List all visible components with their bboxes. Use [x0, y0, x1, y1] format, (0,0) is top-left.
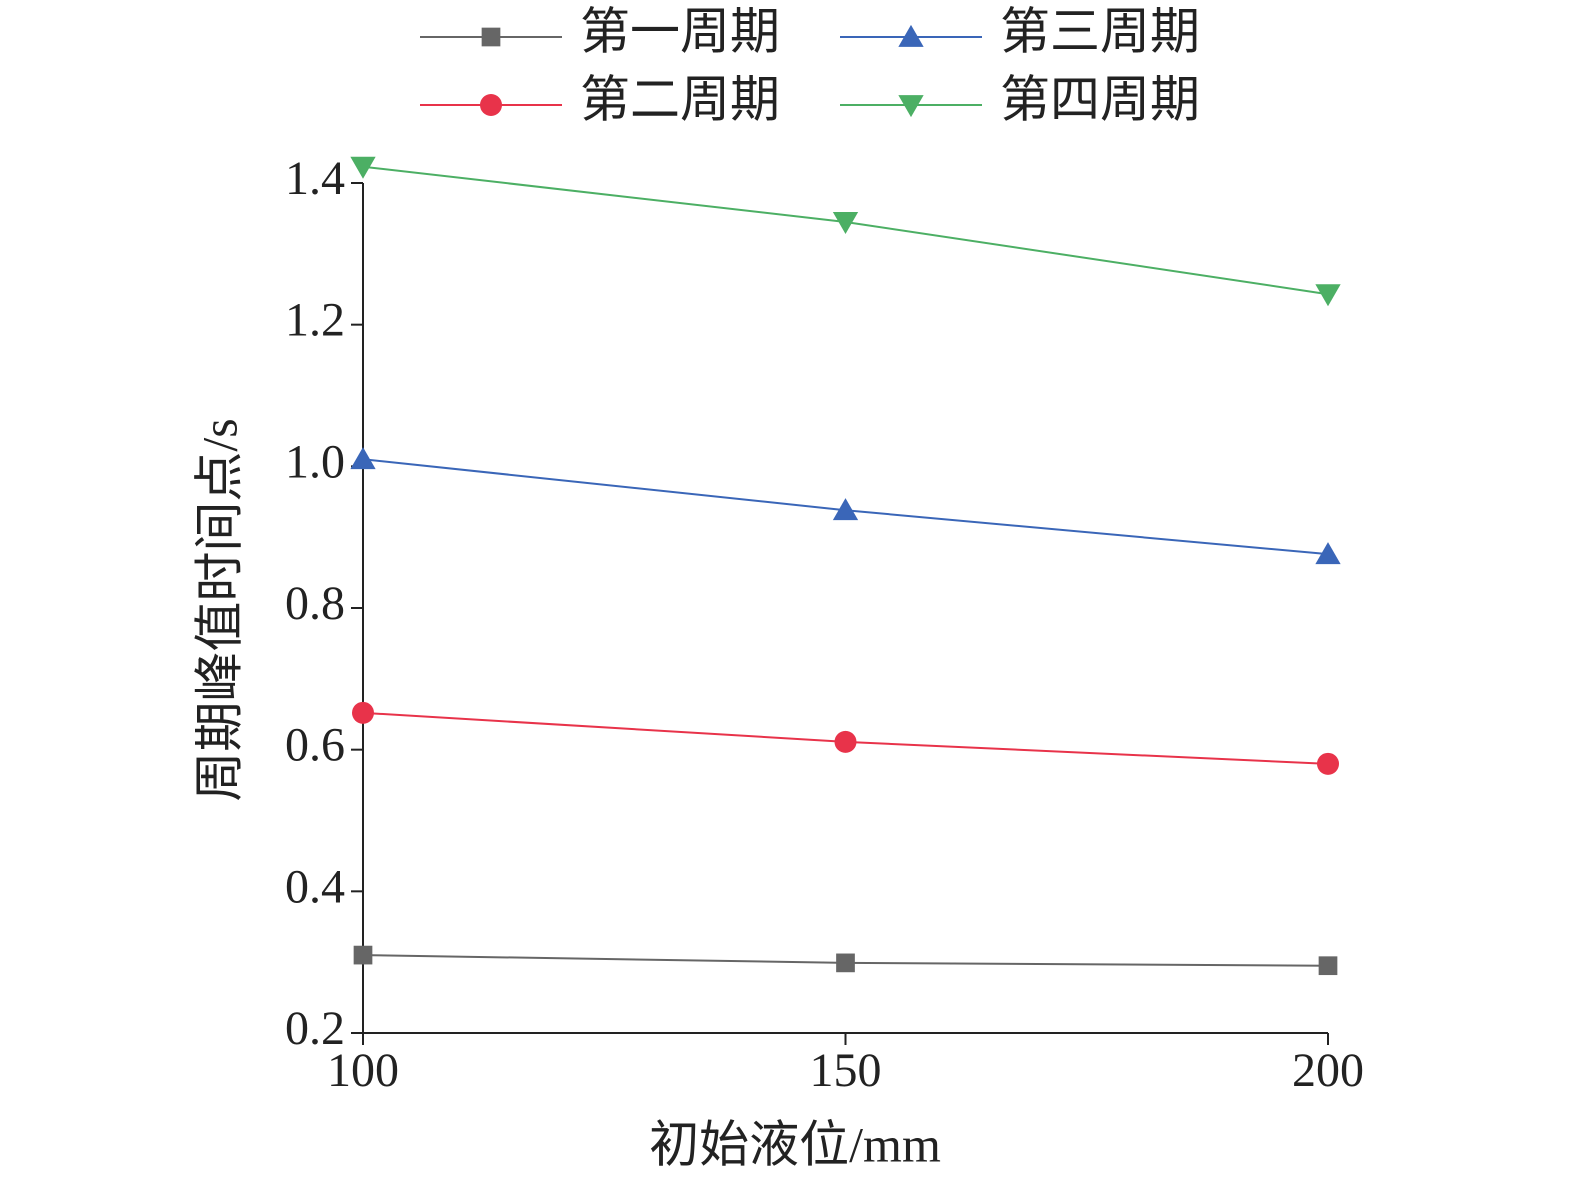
- legend-label: 第四周期: [1000, 71, 1200, 127]
- y-tick-label: 1.2: [285, 294, 345, 347]
- marker: [832, 498, 859, 521]
- y-axis-label: 周期峰值时间点/s: [191, 418, 247, 801]
- legend-label: 第一周期: [580, 3, 780, 59]
- legend-label: 第二周期: [580, 71, 780, 127]
- y-tick-label: 0.4: [285, 860, 345, 913]
- marker: [1315, 542, 1341, 565]
- marker: [481, 27, 501, 47]
- legend-label: 第三周期: [1000, 3, 1200, 59]
- x-axis-label: 初始液位/mm: [649, 1116, 941, 1172]
- marker: [350, 447, 376, 470]
- x-tick-label: 200: [1292, 1044, 1364, 1097]
- marker: [1318, 956, 1338, 976]
- y-tick-label: 1.0: [285, 435, 345, 488]
- y-tick-label: 1.4: [285, 152, 345, 205]
- x-tick-label: 150: [810, 1044, 882, 1097]
- marker: [1317, 752, 1339, 775]
- marker: [353, 945, 373, 965]
- x-tick-label: 100: [327, 1044, 399, 1097]
- marker: [836, 953, 855, 973]
- marker: [352, 701, 374, 724]
- marker: [1315, 284, 1341, 307]
- marker: [350, 156, 376, 179]
- marker: [834, 730, 857, 753]
- marker: [832, 212, 859, 235]
- marker: [898, 24, 924, 47]
- y-tick-label: 0.6: [285, 719, 345, 772]
- marker: [898, 95, 924, 118]
- y-tick-label: 0.2: [285, 1002, 345, 1055]
- marker: [480, 94, 502, 116]
- y-tick-label: 0.8: [285, 577, 345, 630]
